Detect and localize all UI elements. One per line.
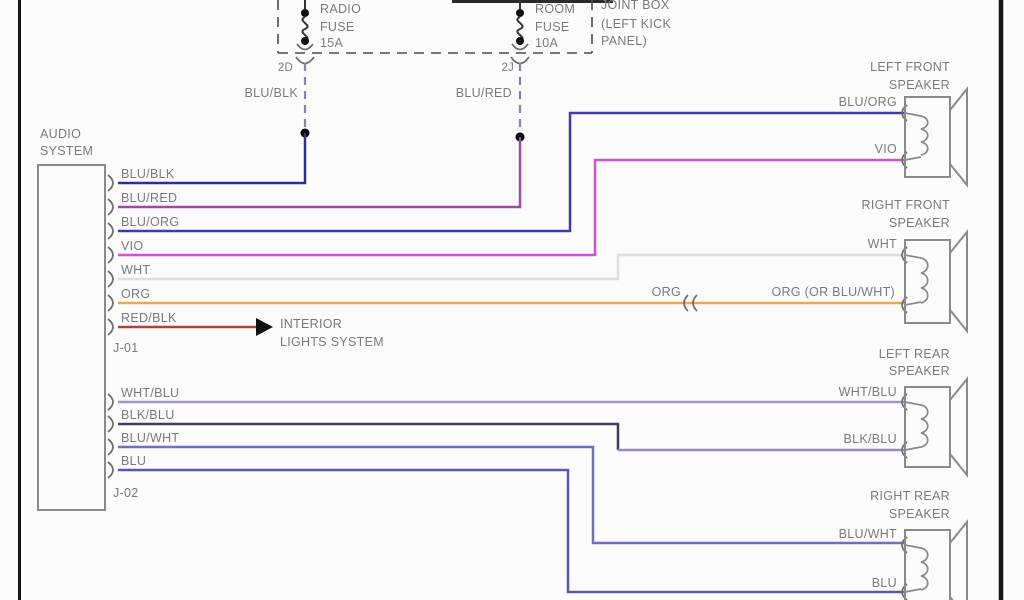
wire-blu [118, 468, 905, 594]
left-front-top-wire-label: BLU/ORG [839, 95, 897, 109]
left-rear-speaker: LEFT REAR SPEAKER WHT/BLU BLK/BLU [839, 347, 968, 478]
wire-label-vio: VIO [121, 239, 143, 253]
org-splice-left-label: ORG [652, 285, 681, 299]
right-rear-speaker: RIGHT REAR SPEAKER BLU/WHT BLU [839, 489, 968, 600]
audio-system-pin-connectors [107, 174, 114, 479]
audio-system-label-1: AUDIO [40, 127, 81, 141]
pin-connector-icon [107, 246, 114, 264]
audio-system-box [37, 164, 106, 511]
pin-connector-icon [107, 198, 114, 216]
radio-fuse-exit-connector-icon [296, 43, 314, 51]
speaker-cone-icon [949, 86, 968, 188]
connector-2j-label: 2J [501, 62, 514, 74]
pin-connector-icon [107, 294, 114, 312]
joint-box-label-3: PANEL) [601, 34, 647, 48]
wire-blu-wht [118, 445, 905, 545]
speaker-coil-icon [904, 112, 929, 161]
wire-blu-red [118, 137, 522, 209]
wire-label-wht: WHT [121, 263, 150, 277]
left-rear-top-wire-label: WHT/BLU [839, 385, 897, 399]
connector-j01-label: J-01 [113, 341, 139, 355]
speaker-cone-icon [949, 519, 968, 600]
wire-label-blk-blu: BLK/BLU [121, 408, 175, 422]
right-rear-bottom-wire-label: BLU [872, 576, 897, 590]
wire-blu-blk [118, 133, 307, 185]
pin-connector-icon [107, 461, 114, 479]
left-front-speaker-label-2: SPEAKER [889, 78, 950, 92]
wire-blk-blu [118, 422, 620, 450]
connector-2d-icon [295, 56, 315, 65]
room-fuse-label-3: 10A [535, 36, 559, 50]
left-rear-speaker-label-1: LEFT REAR [879, 347, 950, 361]
wire-vio [118, 158, 905, 257]
left-front-bottom-wire-label: VIO [875, 142, 897, 156]
left-rear-bottom-wire-label: BLK/BLU [843, 432, 897, 446]
room-fuse-exit-connector-icon [511, 43, 529, 51]
right-front-speaker: RIGHT FRONT SPEAKER WHT ORG (OR BLU/WHT) [771, 198, 968, 334]
right-rear-speaker-label-2: SPEAKER [889, 507, 950, 521]
joint-box-outline [277, 0, 593, 54]
connector-2d-label: 2D [278, 62, 293, 74]
pin-connector-icon [107, 174, 114, 192]
pin-connector-icon [107, 393, 114, 411]
right-front-bottom-wire-label: ORG (OR BLU/WHT) [771, 285, 895, 299]
right-front-top-wire-label: WHT [868, 237, 897, 251]
speaker-cone-icon [949, 376, 968, 478]
radio-fuse: RADIO FUSE 15A 2D [278, 0, 361, 74]
radio-fuse-terminal-top [301, 9, 309, 17]
pin-connector-icon [107, 438, 114, 456]
feed-2j-wire-label: BLU/RED [456, 86, 512, 100]
radio-fuse-label-3: 15A [320, 36, 344, 50]
radio-fuse-label-1: RADIO [320, 2, 361, 16]
pin-connector-icon [107, 318, 114, 336]
room-fuse-element-icon [516, 16, 524, 42]
right-rear-top-wire-label: BLU/WHT [839, 527, 897, 541]
radio-fuse-element-icon [301, 16, 309, 42]
speaker-cone-icon [949, 229, 968, 334]
interior-lights-label-1: INTERIOR [280, 317, 342, 331]
wire-label-wht-blu: WHT/BLU [121, 386, 179, 400]
left-front-speaker: LEFT FRONT SPEAKER BLU/ORG VIO [839, 60, 968, 188]
wire-label-blu-blk: BLU/BLK [121, 167, 175, 181]
wire-label-blu-red: BLU/RED [121, 191, 177, 205]
speaker-coil-icon [904, 254, 929, 306]
pin-connector-icon [107, 222, 114, 240]
room-fuse-terminal-top [516, 9, 524, 17]
right-front-speaker-label-2: SPEAKER [889, 216, 950, 230]
audio-system-label-2: SYSTEM [40, 144, 93, 158]
left-rear-speaker-label-2: SPEAKER [889, 364, 950, 378]
wire-label-blu: BLU [121, 454, 146, 468]
room-fuse: ROOM FUSE 10A 2J [501, 0, 575, 74]
pin-connector-icon [107, 415, 114, 433]
wire-label-red-blk: RED/BLK [121, 311, 177, 325]
right-rear-speaker-label-1: RIGHT REAR [870, 489, 950, 503]
wire-label-blu-org: BLU/ORG [121, 215, 179, 229]
radio-fuse-terminal-bottom [301, 37, 309, 45]
feed-2d-wire-label: BLU/BLK [244, 86, 298, 100]
room-fuse-label-2: FUSE [535, 20, 570, 34]
right-front-speaker-label-1: RIGHT FRONT [862, 198, 951, 212]
left-front-speaker-label-1: LEFT FRONT [870, 60, 950, 74]
speaker-coil-icon [904, 401, 929, 451]
room-fuse-terminal-bottom [516, 37, 524, 45]
arrow-head-icon [256, 318, 273, 336]
wire-blu-org [118, 111, 905, 233]
wire-label-blu-wht: BLU/WHT [121, 431, 179, 445]
speaker-coil-icon [904, 544, 929, 593]
connector-j02-label: J-02 [113, 486, 139, 500]
wire-label-org: ORG [121, 287, 150, 301]
joint-box-label-2: (LEFT KICK [601, 17, 672, 31]
joint-box-label-1: JOINT BOX [601, 0, 670, 12]
interior-lights-label-2: LIGHTS SYSTEM [280, 335, 384, 349]
pin-connector-icon [107, 270, 114, 288]
wire-wht [118, 253, 905, 281]
radio-fuse-label-2: FUSE [320, 20, 355, 34]
room-fuse-label-1: ROOM [535, 2, 575, 16]
inline-splice-connector-icon [683, 294, 698, 312]
